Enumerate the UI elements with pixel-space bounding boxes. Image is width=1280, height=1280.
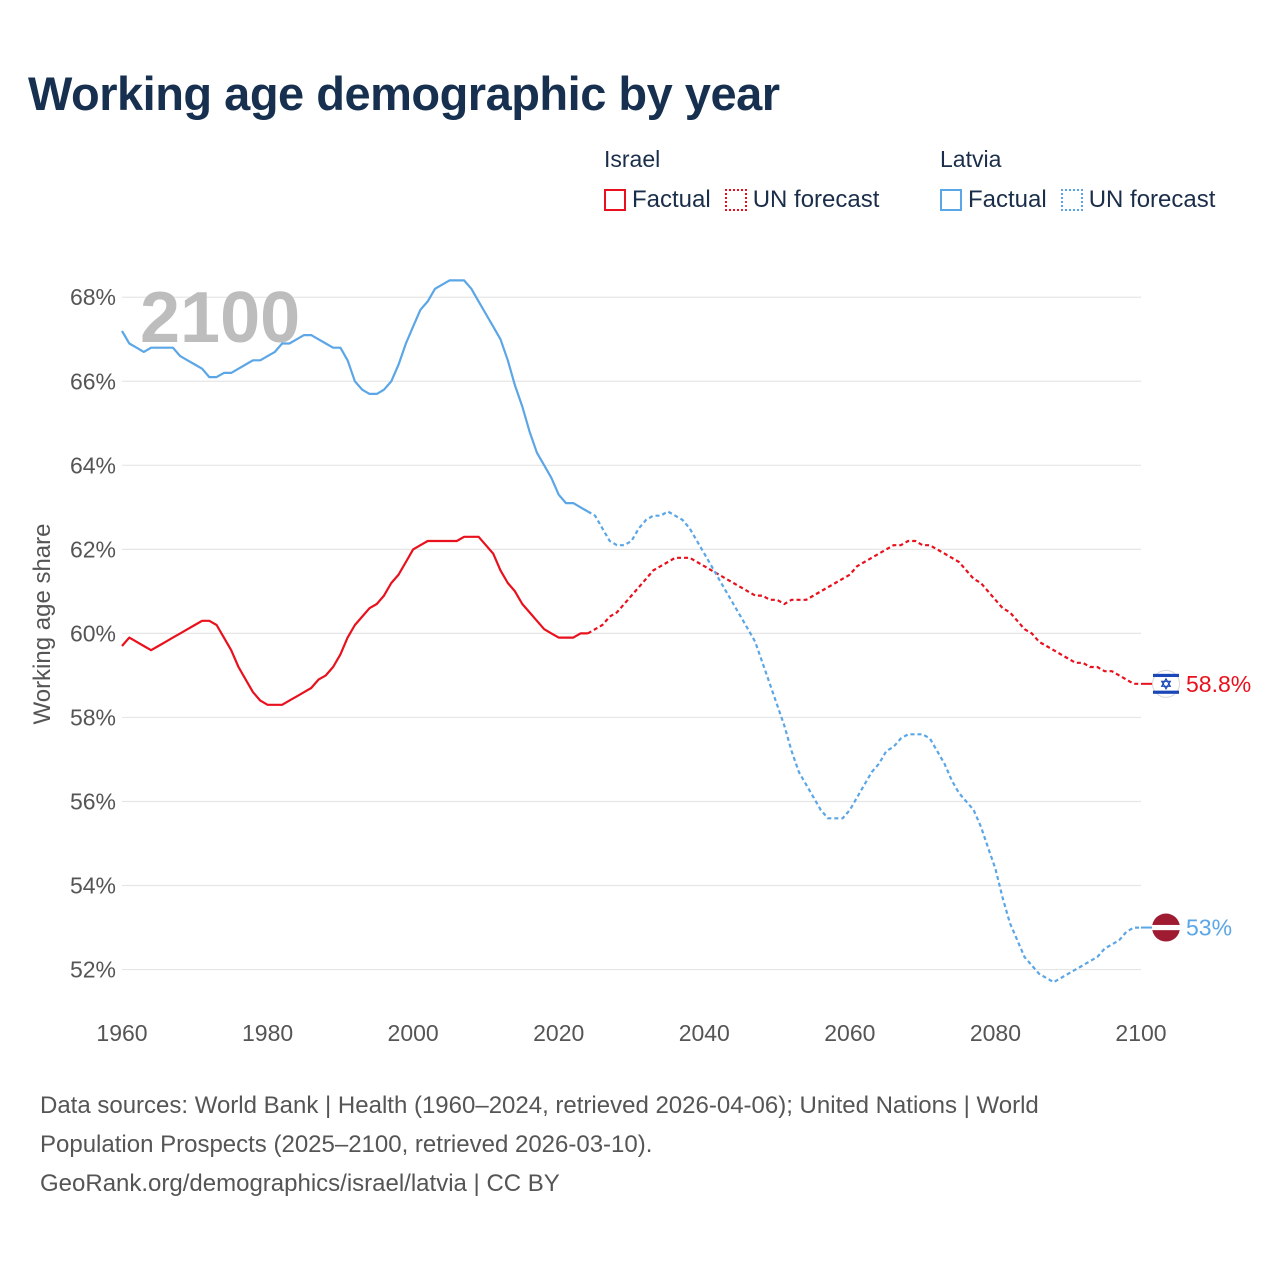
series-line-israel-factual: [121, 535, 588, 706]
legend-item-label: UN forecast: [752, 186, 880, 213]
legend-group-label: Latvia: [940, 146, 1002, 172]
series-line-latvia-factual: [121, 279, 589, 513]
legend-item-latvia-factual[interactable]: Factual: [940, 186, 1047, 214]
x-tick-label: 2020: [533, 1020, 584, 1046]
y-tick-label: 56%: [70, 788, 116, 814]
end-value-label-israel: 58.8%: [1186, 671, 1251, 697]
y-tick-label: 68%: [70, 284, 116, 310]
legend-group-israel: Israel Factual UN forecast: [604, 144, 893, 214]
solid-swatch-icon: [604, 189, 626, 211]
sources-line: Population Prospects (2025–2100, retriev…: [40, 1131, 653, 1158]
dotted-swatch-icon: [1060, 189, 1083, 211]
legend-item-israel-forecast[interactable]: UN forecast: [724, 186, 880, 214]
legend-item-latvia-forecast[interactable]: UN forecast: [1060, 186, 1216, 214]
y-tick-label: 62%: [70, 536, 116, 562]
y-tick-label: 52%: [70, 957, 116, 983]
x-tick-label: 1980: [242, 1020, 293, 1046]
y-tick-label: 58%: [70, 704, 116, 730]
data-sources: Data sources: World Bank | Health (1960–…: [40, 1086, 1180, 1203]
dotted-swatch-icon: [724, 189, 747, 211]
series-line-latvia-forecast: [587, 510, 1141, 984]
x-tick-label: 2040: [679, 1020, 730, 1046]
legend-group-label: Israel: [604, 146, 661, 172]
chart-title: Working age demographic by year: [28, 67, 780, 120]
y-axis-title: Working age share: [29, 524, 56, 725]
sources-line: GeoRank.org/demographics/israel/latvia |…: [40, 1170, 560, 1197]
y-axis: 52% 54% 56% 58% 60% 62% 64% 66% 68%: [70, 284, 116, 982]
x-tick-label: 2100: [1115, 1020, 1166, 1046]
end-labels: 58.8% 53%: [1141, 669, 1251, 942]
y-tick-label: 66%: [70, 368, 116, 394]
y-tick-label: 60%: [70, 620, 116, 646]
x-tick-label: 2000: [388, 1020, 439, 1046]
x-axis: 1960 1980 2000 2020 2040 2060 2080 2100: [96, 1020, 1166, 1046]
y-tick-label: 54%: [70, 873, 116, 899]
x-tick-label: 2060: [824, 1020, 875, 1046]
legend-item-label: UN forecast: [1088, 186, 1216, 213]
sources-line: Data sources: World Bank | Health (1960–…: [40, 1092, 1039, 1119]
legend-item-label: Factual: [632, 186, 711, 213]
end-value-label-latvia: 53%: [1186, 915, 1232, 941]
series: [121, 279, 1141, 984]
legend-item-israel-factual[interactable]: Factual: [604, 186, 711, 214]
legend-group-latvia: Latvia Factual UN forecast: [940, 144, 1229, 214]
y-tick-label: 64%: [70, 452, 116, 478]
legend-item-label: Factual: [968, 186, 1047, 213]
x-tick-label: 2080: [970, 1020, 1021, 1046]
solid-swatch-icon: [940, 189, 962, 211]
year-watermark: 2100: [140, 278, 300, 358]
latvia-flag-icon: [1152, 913, 1180, 942]
x-tick-label: 1960: [96, 1020, 147, 1046]
israel-flag-icon: [1152, 669, 1180, 698]
series-line-israel-forecast: [587, 539, 1141, 685]
gridlines: [122, 296, 1141, 971]
